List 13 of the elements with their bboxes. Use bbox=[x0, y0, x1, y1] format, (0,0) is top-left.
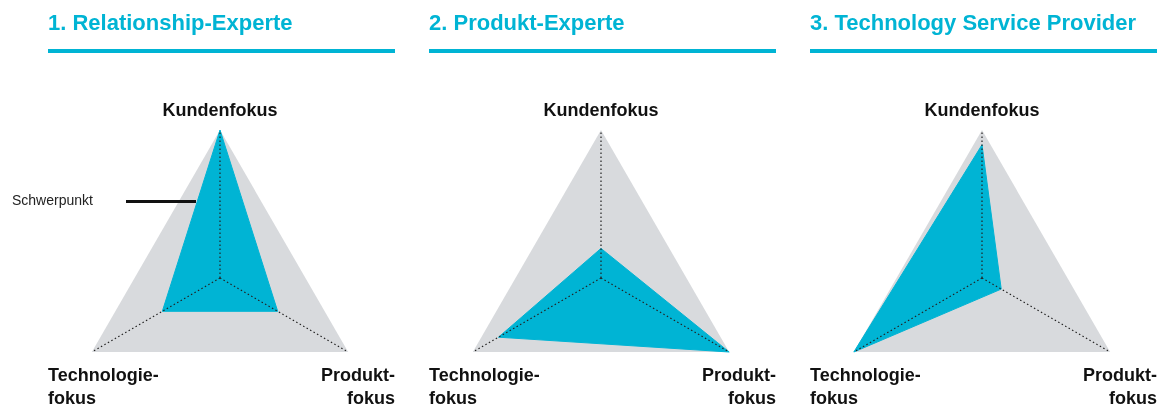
spoke-label: Produkt- fokus bbox=[702, 365, 776, 408]
chart-title: 2. Produkt-Experte bbox=[429, 10, 625, 36]
chart-title: 1. Relationship-Experte bbox=[48, 10, 293, 36]
spoke-label: Produkt- fokus bbox=[1083, 365, 1157, 408]
spoke-label: Technologie- fokus bbox=[48, 365, 159, 408]
chart-title: 3. Technology Service Provider bbox=[810, 10, 1137, 36]
spoke-label: Technologie- fokus bbox=[429, 365, 540, 408]
spoke-label: Technologie- fokus bbox=[810, 365, 921, 408]
spoke-label: Produkt- fokus bbox=[321, 365, 395, 408]
text: Schwerpunkt bbox=[12, 192, 93, 208]
spoke-label: Kundenfokus bbox=[162, 100, 278, 120]
spoke-label: Kundenfokus bbox=[924, 100, 1040, 120]
spoke-label: Kundenfokus bbox=[543, 100, 659, 120]
